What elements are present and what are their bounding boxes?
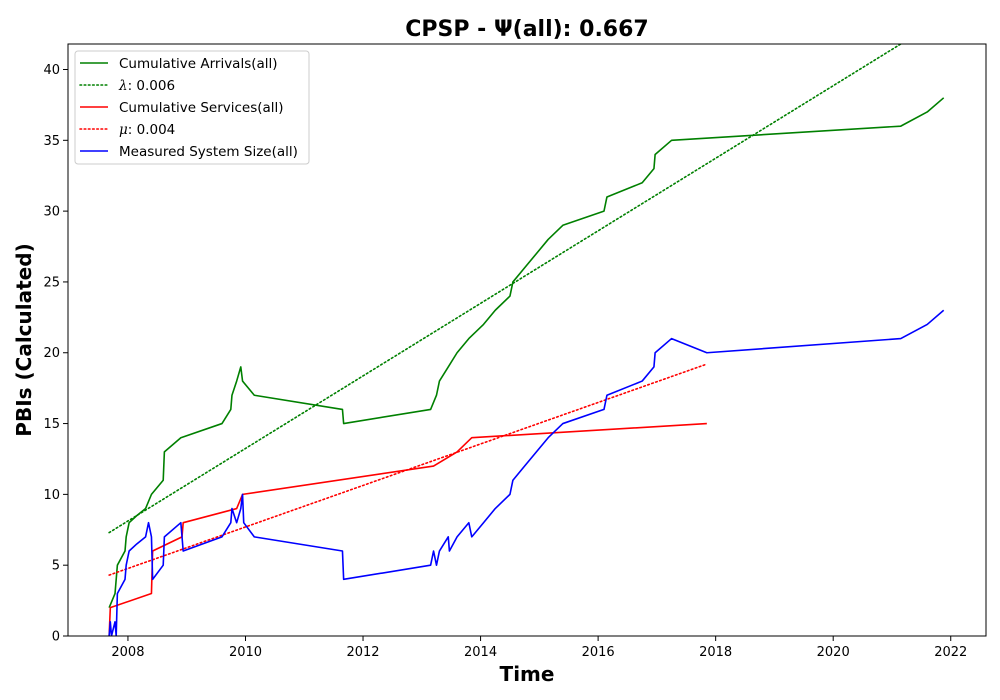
chart-title: CPSP - Ψ(all): 0.667 [405, 17, 648, 42]
x-axis: 2008 2010 2012 2014 2016 2018 2020 2022 [111, 636, 967, 660]
series-line-0 [108, 97, 945, 608]
y-axis: 0 5 10 15 20 25 30 35 40 [43, 63, 68, 645]
y-axis-label: PBIs (Calculated) [12, 243, 36, 436]
legend: Cumulative Arrivals(all) λ: 0.006 Cumulati… [74, 50, 310, 165]
legend-label-4: Measured System Size(all) [119, 144, 298, 160]
y-tick-label: 15 [43, 417, 60, 432]
y-tick-label: 30 [43, 205, 60, 220]
plot-area-frame [67, 43, 987, 637]
series-line-4 [108, 309, 945, 636]
x-tick-label: 2010 [229, 645, 262, 660]
x-tick-label: 2014 [464, 645, 497, 660]
y-tick-label: 5 [52, 559, 60, 574]
legend-label-1: λ: 0.006 [118, 78, 175, 94]
series-line-1 [108, 44, 902, 534]
x-tick-label: 2008 [111, 645, 144, 660]
legend-label-0: Cumulative Arrivals(all) [119, 56, 278, 72]
series-line-2 [108, 422, 707, 636]
y-tick-label: 20 [43, 346, 60, 361]
series-layer [108, 44, 945, 636]
x-tick-label: 2022 [934, 645, 967, 660]
y-tick-label: 35 [43, 134, 60, 149]
y-tick-label: 10 [43, 488, 60, 503]
x-tick-label: 2012 [346, 645, 379, 660]
legend-label-3: μ: 0.004 [119, 122, 175, 138]
x-tick-label: 2020 [817, 645, 850, 660]
legend-label-2: Cumulative Services(all) [119, 100, 284, 116]
x-axis-label: Time [500, 662, 555, 686]
y-tick-label: 40 [43, 63, 60, 78]
x-tick-label: 2016 [582, 645, 615, 660]
legend-frame [74, 50, 310, 165]
y-tick-label: 0 [52, 630, 60, 645]
y-tick-label: 25 [43, 275, 60, 290]
series-line-3 [108, 363, 708, 576]
x-tick-label: 2018 [699, 645, 732, 660]
